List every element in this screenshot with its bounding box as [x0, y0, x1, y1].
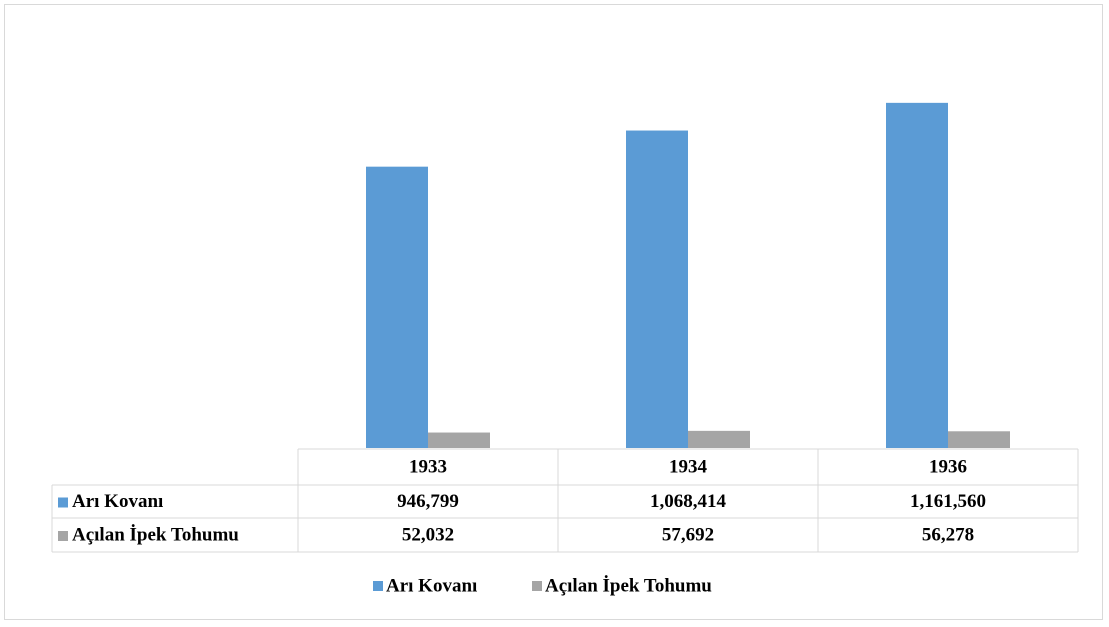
- row-header: Arı Kovanı: [72, 491, 163, 512]
- bar: [688, 430, 750, 448]
- legend-label: Arı Kovanı: [386, 575, 477, 596]
- legend-key: [58, 497, 68, 508]
- bar: [428, 432, 490, 448]
- data-label: 57,692: [662, 524, 714, 545]
- data-label: 1,068,414: [650, 491, 727, 512]
- data-label: 946,799: [397, 491, 459, 512]
- x-tick-label: 1934: [669, 456, 708, 477]
- chart-border: [4, 4, 1103, 620]
- legend-key: [373, 581, 383, 591]
- x-tick-label: 1936: [929, 456, 967, 477]
- bar: [948, 431, 1010, 448]
- legend-label: Açılan İpek Tohumu: [545, 575, 712, 596]
- legend-key: [532, 581, 542, 591]
- data-label: 52,032: [402, 524, 454, 545]
- data-label: 56,278: [922, 524, 974, 545]
- bar: [366, 166, 428, 448]
- legend-key: [58, 531, 68, 541]
- data-label: 1,161,560: [910, 491, 986, 512]
- row-header: Açılan İpek Tohumu: [72, 524, 239, 545]
- bar: [626, 130, 688, 448]
- x-tick-label: 1933: [409, 456, 447, 477]
- bar: [886, 102, 948, 449]
